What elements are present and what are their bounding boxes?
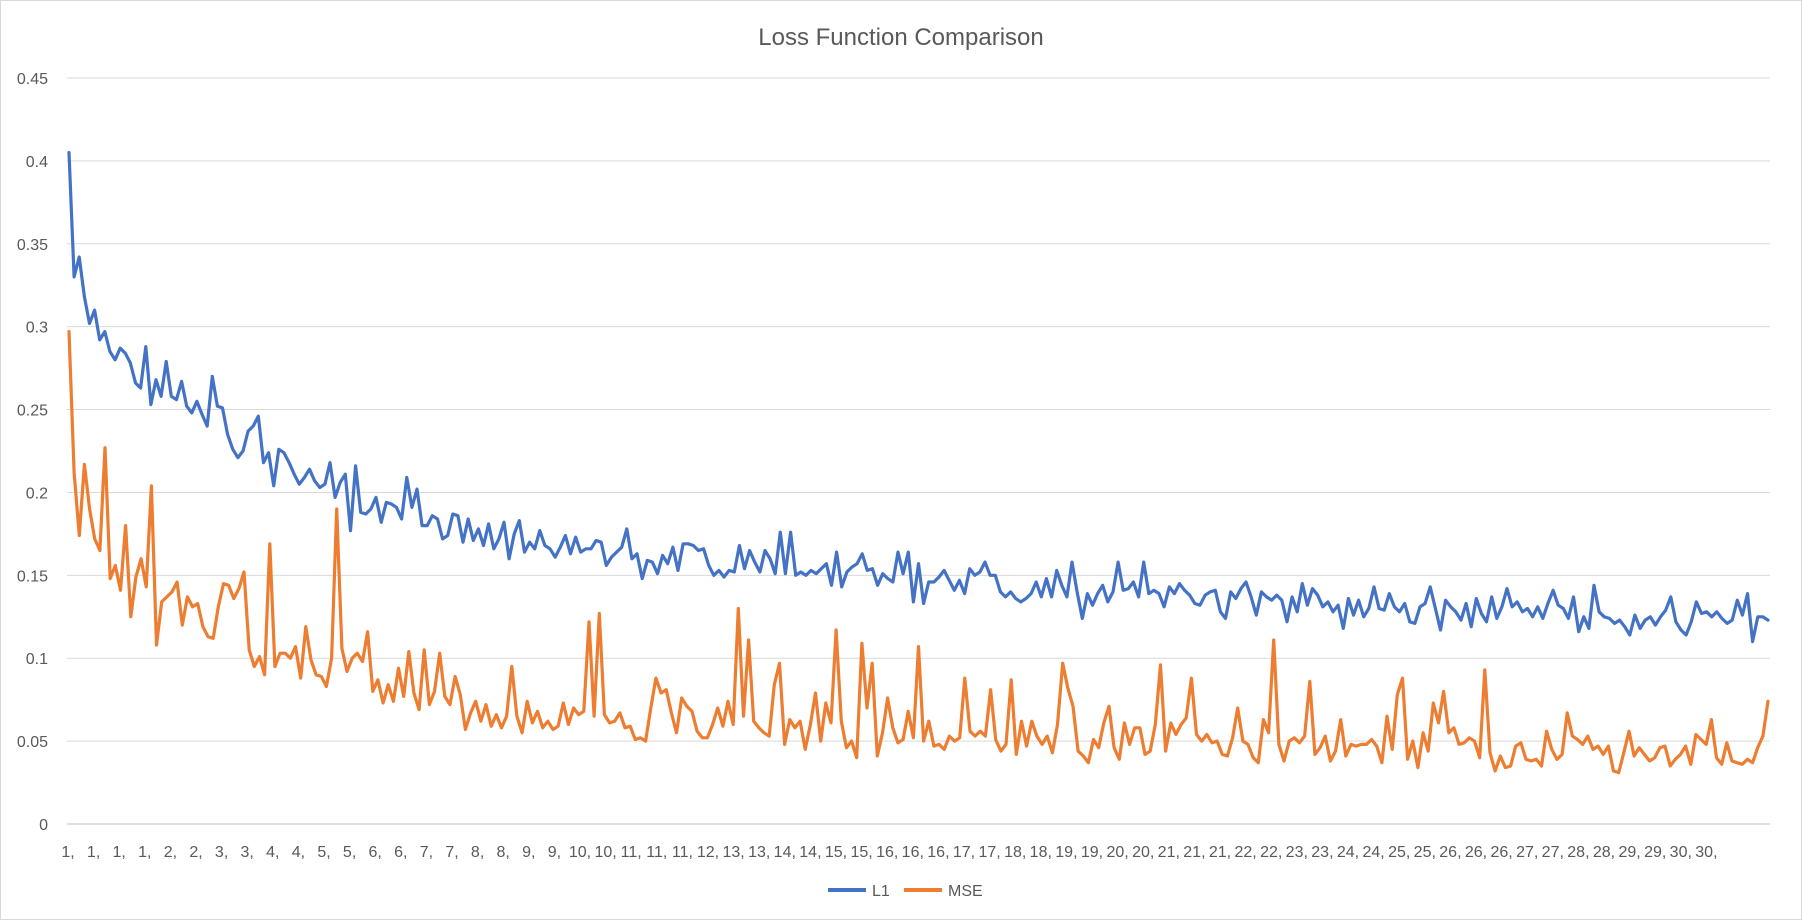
x-tick-label: 20,: [1132, 844, 1154, 861]
x-tick-label: 8,: [497, 844, 510, 861]
x-tick-label: 27,: [1516, 844, 1538, 861]
x-tick-label: 27,: [1542, 844, 1564, 861]
y-tick-label: 0.35: [17, 237, 48, 254]
x-tick-label: 4,: [266, 844, 279, 861]
x-tick-label: 1,: [87, 844, 100, 861]
x-tick-label: 6,: [394, 844, 407, 861]
x-tick-label: 5,: [343, 844, 356, 861]
x-tick-label: 8,: [471, 844, 484, 861]
gridlines: [67, 77, 1770, 825]
x-tick-label: 11,: [621, 844, 642, 861]
x-tick-label: 9,: [522, 844, 535, 861]
x-tick-label: 13,: [748, 844, 770, 861]
x-tick-label: 13,: [722, 844, 744, 861]
x-tick-label: 14,: [774, 844, 796, 861]
x-tick-label: 16,: [927, 844, 949, 861]
x-tick-label: 26,: [1465, 844, 1487, 861]
x-tick-label: 29,: [1644, 844, 1666, 861]
x-tick-label: 4,: [292, 844, 305, 861]
x-tick-label: 25,: [1388, 844, 1410, 861]
x-tick-label: 28,: [1593, 844, 1615, 861]
x-tick-label: 30,: [1695, 844, 1717, 861]
x-tick-label: 15,: [825, 844, 847, 861]
x-tick-label: 18,: [1030, 844, 1052, 861]
x-tick-label: 23,: [1311, 844, 1333, 861]
x-tick-label: 7,: [445, 844, 458, 861]
y-tick-label: 0.1: [26, 651, 48, 668]
x-tick-label: 11,: [646, 844, 667, 861]
x-tick-label: 1,: [138, 844, 151, 861]
x-tick-label: 3,: [215, 844, 228, 861]
series-line-l1: [67, 151, 1770, 644]
x-tick-label: 18,: [1004, 844, 1026, 861]
legend-label-mse: MSE: [948, 883, 983, 900]
x-tick-label: 9,: [548, 844, 561, 861]
x-tick-label: 17,: [978, 844, 1000, 861]
x-tick-label: 17,: [953, 844, 975, 861]
x-tick-label: 26,: [1439, 844, 1461, 861]
x-tick-label: 10,: [569, 844, 591, 861]
x-tick-label: 5,: [317, 844, 330, 861]
chart-title: Loss Function Comparison: [758, 24, 1043, 51]
x-tick-label: 15,: [850, 844, 872, 861]
x-tick-label: 25,: [1414, 844, 1436, 861]
x-tick-label: 19,: [1055, 844, 1077, 861]
x-tick-label: 22,: [1260, 844, 1282, 861]
y-tick-label: 0: [39, 817, 48, 834]
x-tick-label: 2,: [189, 844, 202, 861]
x-tick-label: 20,: [1106, 844, 1128, 861]
x-tick-label: 14,: [799, 844, 821, 861]
x-tick-label: 1,: [61, 844, 74, 861]
x-tick-label: 2,: [164, 844, 177, 861]
y-tick-label: 0.15: [17, 568, 48, 585]
x-tick-label: 21,: [1209, 844, 1231, 861]
x-tick-label: 1,: [113, 844, 126, 861]
y-tick-label: 0.3: [26, 320, 48, 337]
x-tick-label: 16,: [902, 844, 924, 861]
x-tick-label: 6,: [369, 844, 382, 861]
x-tick-label: 26,: [1490, 844, 1512, 861]
x-tick-label: 12,: [697, 844, 719, 861]
legend: L1 MSE: [828, 883, 983, 900]
x-tick-label: 24,: [1362, 844, 1384, 861]
series-lines: [67, 151, 1770, 775]
x-tick-label: 21,: [1158, 844, 1180, 861]
x-tick-label: 30,: [1670, 844, 1692, 861]
x-axis-tick-labels: 1, 1, 1, 1, 2, 2, 3, 3, 4, 4, 5, 5, 6, 6, 7, 7, 8, 8, 9, 9,…: [61, 844, 1717, 861]
x-tick-label: 19,: [1081, 844, 1103, 861]
y-tick-label: 0.25: [17, 403, 48, 420]
x-tick-label: 16,: [876, 844, 898, 861]
series-line-mse: [67, 330, 1770, 775]
x-tick-label: 22,: [1234, 844, 1256, 861]
x-tick-label: 11,: [672, 844, 693, 861]
y-tick-label: 0.05: [17, 734, 48, 751]
x-tick-label: 28,: [1567, 844, 1589, 861]
x-tick-label: 24,: [1337, 844, 1359, 861]
x-tick-label: 21,: [1183, 844, 1205, 861]
x-tick-label: 3,: [241, 844, 254, 861]
y-tick-label: 0.45: [17, 71, 48, 88]
x-tick-label: 10,: [594, 844, 616, 861]
legend-label-l1: L1: [872, 883, 890, 900]
x-tick-label: 29,: [1618, 844, 1640, 861]
y-axis-tick-labels: 0 0.05 0.1 0.15 0.2 0.25 0.3 0.35 0.4 0.45: [17, 71, 48, 834]
y-tick-label: 0.2: [26, 485, 48, 502]
x-tick-label: 23,: [1286, 844, 1308, 861]
y-tick-label: 0.4: [26, 154, 48, 171]
x-tick-label: 7,: [420, 844, 433, 861]
